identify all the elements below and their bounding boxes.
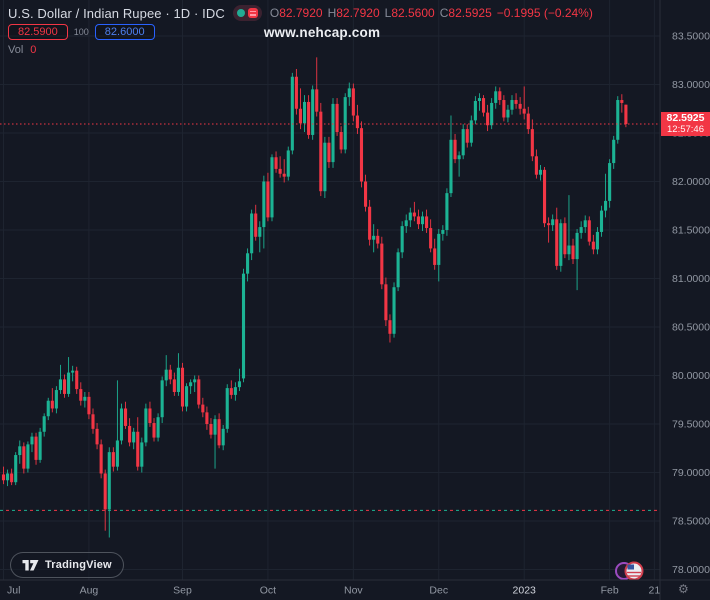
high-label: H bbox=[327, 6, 337, 20]
symbol-header: U.S. Dollar / Indian Rupee · 1D · IDC O8… bbox=[8, 5, 593, 21]
price-axis-label[interactable]: 78.5000 bbox=[672, 516, 710, 528]
price-axis-label[interactable]: 82.0000 bbox=[672, 176, 710, 188]
low-label: L bbox=[384, 6, 392, 20]
last-price-value: 82.5925 bbox=[666, 112, 705, 125]
open-label: O bbox=[269, 6, 280, 20]
volume-value: 0 bbox=[30, 44, 37, 56]
price-axis-label[interactable]: 78.0000 bbox=[672, 564, 710, 576]
close-value: 82.5925 bbox=[448, 6, 492, 20]
time-axis-label[interactable]: Aug bbox=[80, 585, 99, 597]
price-axis-label[interactable]: 83.0000 bbox=[672, 79, 710, 91]
tradingview-icon bbox=[22, 559, 39, 570]
watermark-text: www.nehcap.com bbox=[263, 25, 381, 40]
time-axis-label[interactable]: Oct bbox=[260, 585, 276, 597]
symbol-title[interactable]: U.S. Dollar / Indian Rupee · 1D · IDC bbox=[8, 5, 225, 21]
bar-countdown: 12:57:46 bbox=[667, 124, 704, 136]
bid-ask-row: 82.5900 100 82.6000 bbox=[8, 24, 155, 40]
volume-readout: Vol 0 bbox=[8, 44, 36, 56]
price-axis-label[interactable]: 81.0000 bbox=[672, 273, 710, 285]
tradingview-logo-text: TradingView bbox=[45, 559, 112, 571]
ohlc-readout: O82.7920 H82.7920 L82.5600 C82.5925 −0.1… bbox=[270, 6, 593, 20]
price-axis-label[interactable]: 83.5000 bbox=[672, 31, 710, 43]
high-value: 82.7920 bbox=[336, 6, 380, 20]
price-axis-label[interactable]: 79.5000 bbox=[672, 419, 710, 431]
red-list-icon bbox=[247, 8, 258, 18]
price-axis-label[interactable]: 80.5000 bbox=[672, 322, 710, 334]
time-axis-label[interactable]: 21 bbox=[649, 585, 661, 597]
volume-label: Vol bbox=[8, 44, 24, 56]
low-value: 82.5600 bbox=[391, 6, 435, 20]
market-open-dot-icon bbox=[236, 9, 245, 17]
open-value: 82.7920 bbox=[279, 6, 323, 20]
last-price-axis-label: 82.5925 12:57:46 bbox=[661, 112, 710, 137]
price-axis-label[interactable]: 81.5000 bbox=[672, 225, 710, 237]
time-axis-label[interactable]: Dec bbox=[429, 585, 448, 597]
buy-ask-button[interactable]: 82.6000 bbox=[94, 24, 155, 40]
close-label: C bbox=[439, 6, 449, 20]
time-axis-label[interactable]: Nov bbox=[344, 585, 363, 597]
price-axis-label[interactable]: 79.0000 bbox=[672, 467, 710, 479]
spread-value: 100 bbox=[73, 27, 89, 37]
change-value: −0.1995 (−0.24%) bbox=[496, 6, 593, 20]
timezone-settings-gear-icon[interactable]: ⚙ bbox=[678, 582, 689, 596]
price-axis-label[interactable]: 80.0000 bbox=[672, 370, 710, 382]
sell-bid-button[interactable]: 82.5900 bbox=[8, 24, 68, 40]
time-axis-label[interactable]: 2023 bbox=[513, 585, 537, 597]
time-axis-label[interactable]: Sep bbox=[173, 585, 192, 597]
symbol-status-toggle[interactable] bbox=[232, 5, 262, 21]
time-axis-label[interactable]: Jul bbox=[7, 585, 20, 597]
tradingview-logo-badge[interactable]: TradingView bbox=[10, 552, 124, 578]
time-axis-label[interactable]: Feb bbox=[601, 585, 619, 597]
